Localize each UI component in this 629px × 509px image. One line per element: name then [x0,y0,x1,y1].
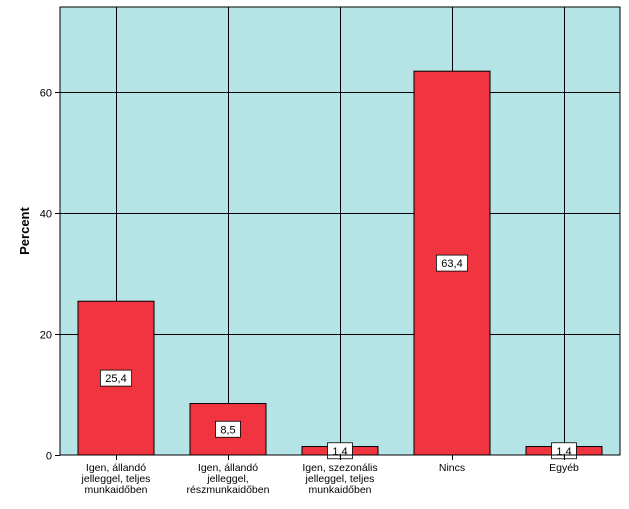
y-tick-label: 60 [40,88,52,100]
x-tick-label: Egyéb [549,462,579,474]
data-label-box [215,420,241,438]
axes: Igen, állandó jelleggel, teljes munkaidőbe… [40,88,579,497]
data-label: 63,4 [441,258,462,270]
x-tick-label: Igen, állandó jelleggel, részmunkaidőben [187,462,270,496]
y-tick-label: 0 [46,451,52,463]
data-label: 25,4 [105,373,126,385]
x-tick-label: Igen, szezonális jelleggel, teljes munkaid… [302,462,377,496]
x-tick-label: Nincs [439,462,465,474]
data-label: 8,5 [220,424,235,436]
data-label-box [100,369,133,387]
y-tick-label: 20 [40,330,52,342]
data-label-box [435,254,468,272]
x-tick-label: Igen, állandó jelleggel, teljes munkaidőbe… [81,462,151,496]
y-tick-label: 40 [40,209,52,221]
y-axis-label: Percent [17,206,32,254]
